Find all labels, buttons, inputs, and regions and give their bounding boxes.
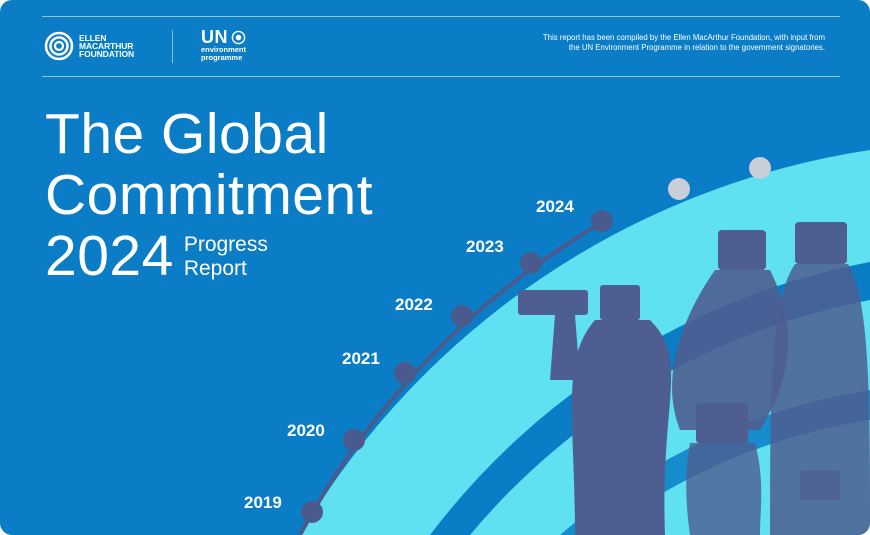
timeline-year-label: 2021	[342, 349, 380, 368]
subtitle-report: Report	[183, 256, 247, 280]
bottles-image	[518, 222, 870, 535]
unep-logo: UN environment programme	[201, 28, 246, 62]
subtitle-progress: Progress	[183, 232, 268, 256]
emf-logo-text: ELLEN MACARTHUR FOUNDATION	[79, 33, 135, 59]
timeline-year-label: 2019	[244, 493, 282, 512]
unep-line1: environment	[201, 45, 247, 54]
emf-circles-icon	[44, 31, 74, 61]
timeline-year-label: 2020	[287, 421, 325, 440]
un-emblem-icon	[231, 30, 246, 44]
un-text: UN	[201, 27, 228, 47]
ellen-macarthur-logo: ELLEN MACARTHUR FOUNDATION	[44, 31, 161, 61]
title-year: 2024	[45, 224, 174, 288]
unep-line2: programme	[201, 53, 243, 62]
timeline-dot-2020	[343, 429, 365, 451]
report-title: The Global Commitment 2024 Progress Repo…	[45, 104, 373, 287]
compiled-by-note: This report has been compiled by the Ell…	[542, 33, 825, 52]
timeline-dot-2021	[394, 362, 416, 384]
timeline-dot-2024	[591, 210, 613, 232]
timeline-dot-2023	[520, 252, 542, 274]
timeline-year-label: 2022	[395, 295, 433, 314]
top-rule	[42, 16, 840, 17]
future-dot	[749, 157, 771, 179]
future-dot	[668, 178, 690, 200]
timeline-dot-2019	[301, 501, 323, 523]
timeline-year-label: 2023	[466, 237, 504, 256]
logo-divider	[172, 30, 173, 63]
timeline-year-label: 2024	[536, 197, 574, 216]
header-rule	[42, 76, 840, 77]
title-line-1: The Global	[45, 102, 329, 166]
title-line-2: Commitment	[45, 163, 374, 227]
timeline-dot-2022	[451, 305, 473, 327]
timeline-arc	[298, 216, 611, 535]
